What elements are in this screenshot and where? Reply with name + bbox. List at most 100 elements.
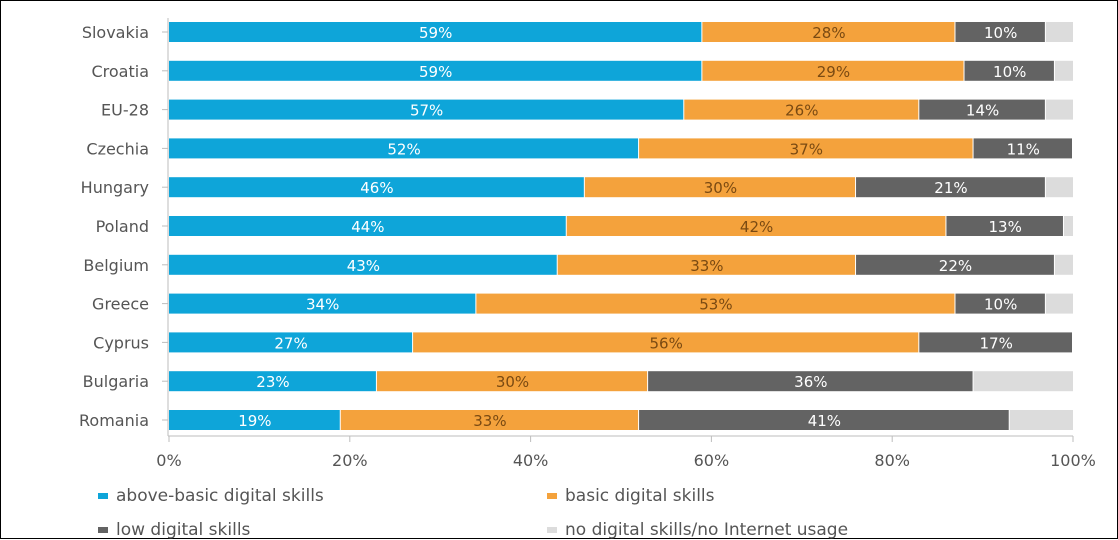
category-label: Cyprus [93, 333, 149, 352]
bar-segment [1009, 410, 1073, 430]
category-label: Greece [92, 295, 149, 314]
bar-segment [169, 332, 413, 353]
legend-item-above-basic: above-basic digital skills [98, 486, 324, 506]
data-label: 41% [808, 412, 841, 430]
data-label: 57% [410, 102, 443, 120]
data-label: 56% [650, 334, 683, 352]
bar-segment [1054, 60, 1073, 81]
bar-segment [856, 177, 1045, 198]
bar-segment [964, 60, 1054, 81]
bar-segment [566, 216, 946, 236]
bar-segment [1054, 254, 1073, 275]
bar-segment [1045, 293, 1073, 314]
bar-segment [1045, 22, 1073, 42]
data-label: 19% [238, 412, 271, 430]
data-label: 37% [790, 140, 823, 158]
data-label: 23% [256, 373, 289, 391]
category-label: Belgium [83, 256, 149, 275]
bar-segment [376, 371, 648, 392]
data-label: 33% [473, 412, 506, 430]
x-tick-label: 100% [1050, 451, 1096, 470]
bar-segment [169, 216, 566, 236]
bar-segment [169, 138, 639, 159]
category-label: Bulgaria [83, 372, 149, 391]
bar-segment [639, 410, 1009, 430]
bar-segment [955, 22, 1045, 42]
bar-segment [169, 60, 702, 81]
bar-segment [919, 99, 1045, 120]
bar-segment [557, 254, 856, 275]
category-label: EU-28 [101, 101, 149, 120]
x-tick-label: 80% [874, 451, 910, 470]
legend-label: basic digital skills [565, 486, 715, 506]
category-label: Poland [96, 217, 149, 236]
data-label: 17% [979, 334, 1012, 352]
bar-segment [684, 99, 919, 120]
data-label: 27% [274, 334, 307, 352]
x-tick-label: 20% [332, 451, 368, 470]
data-label: 30% [496, 373, 529, 391]
legend-item-none: no digital skills/no Internet usage [547, 520, 848, 540]
data-label: 13% [989, 218, 1022, 236]
bar-segment [648, 371, 973, 392]
legend-item-basic: basic digital skills [547, 486, 715, 506]
data-label: 11% [1007, 140, 1040, 158]
bar-segment [946, 216, 1063, 236]
data-label: 10% [984, 296, 1017, 314]
bar-segment [169, 254, 557, 275]
data-label: 10% [984, 24, 1017, 42]
data-label: 10% [993, 63, 1026, 81]
bar-segment [639, 138, 973, 159]
data-label: 33% [690, 257, 723, 275]
data-label: 46% [360, 179, 393, 197]
data-label: 43% [347, 257, 380, 275]
legend-label: no digital skills/no Internet usage [565, 520, 849, 540]
x-tick-label: 60% [694, 451, 730, 470]
bar-segment [702, 22, 955, 42]
data-label: 59% [419, 24, 452, 42]
data-label: 28% [812, 24, 845, 42]
bar-segment [169, 177, 584, 198]
data-label: 44% [351, 218, 384, 236]
bar-segment [584, 177, 856, 198]
category-label: Slovakia [82, 23, 149, 42]
bar-segment [169, 293, 476, 314]
category-label: Hungary [81, 178, 149, 197]
data-label: 30% [704, 179, 737, 197]
bar-segment [973, 371, 1073, 392]
bar-segment [702, 60, 964, 81]
bar-segment [1045, 99, 1073, 120]
bar-segment [169, 99, 684, 120]
legend-label: above-basic digital skills [116, 486, 324, 506]
bar-segment [169, 22, 702, 42]
bar-segment [1063, 216, 1073, 236]
bar-segment [413, 332, 919, 353]
data-label: 26% [785, 102, 818, 120]
x-tick-label: 40% [513, 451, 549, 470]
bar-segment [919, 332, 1072, 353]
data-label: 29% [817, 63, 850, 81]
legend-item-low: low digital skills [98, 520, 250, 540]
category-label: Romania [79, 411, 149, 430]
data-label: 42% [740, 218, 773, 236]
legend-swatch [98, 527, 108, 533]
legend-swatch [98, 493, 108, 499]
bar-segment [169, 410, 340, 430]
bar-segment [340, 410, 639, 430]
legend-label: low digital skills [116, 520, 251, 540]
data-label: 36% [794, 373, 827, 391]
x-tick-label: 0% [156, 451, 181, 470]
bar-segment [169, 371, 376, 392]
data-label: 22% [939, 257, 972, 275]
data-label: 34% [306, 296, 339, 314]
data-label: 59% [419, 63, 452, 81]
bar-segment [973, 138, 1072, 159]
data-label: 53% [699, 296, 732, 314]
bar-segment [476, 293, 955, 314]
data-label: 52% [387, 140, 420, 158]
bar-segment [856, 254, 1054, 275]
category-label: Czechia [86, 139, 149, 158]
legend-swatch [547, 527, 557, 533]
legend-swatch [547, 493, 557, 499]
